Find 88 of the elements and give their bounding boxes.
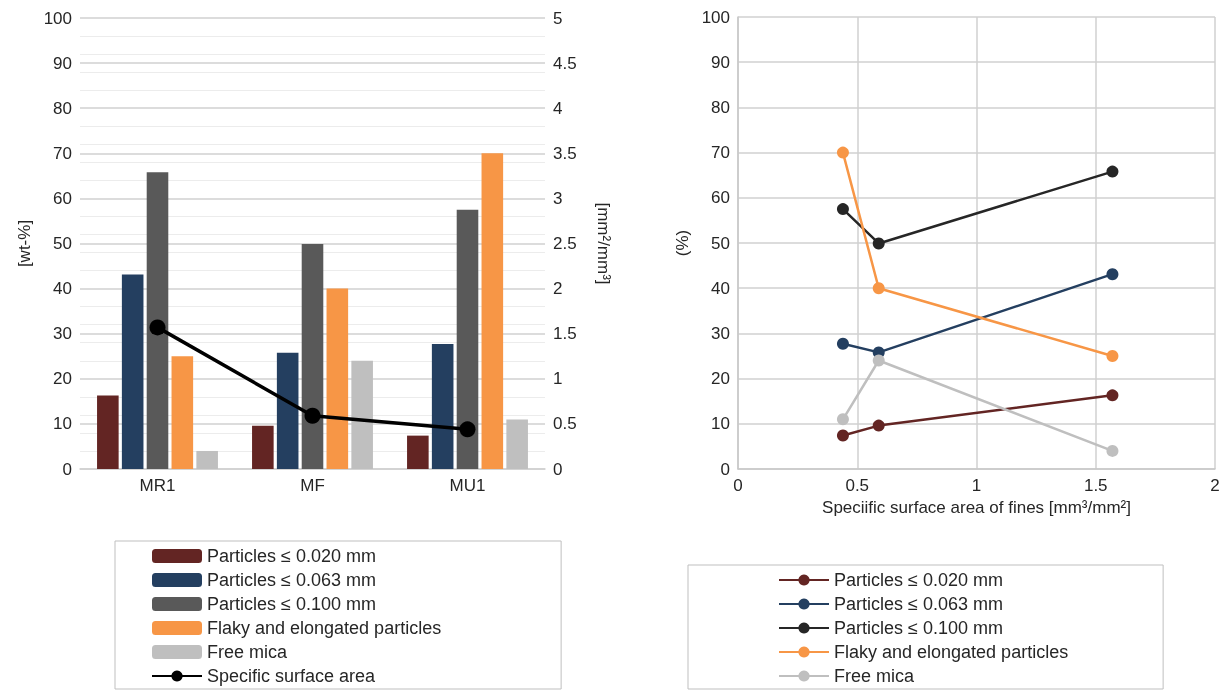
point xyxy=(872,419,885,432)
bar xyxy=(146,172,169,469)
point xyxy=(1106,268,1119,281)
y2-tick-label: 3.5 xyxy=(553,143,577,163)
bar xyxy=(407,435,429,469)
point xyxy=(1106,389,1119,402)
bar xyxy=(252,425,274,469)
y2-tick-label: 3 xyxy=(553,188,563,208)
bar xyxy=(456,209,479,469)
x-tick-label: 0 xyxy=(733,476,743,495)
bar xyxy=(351,360,373,469)
bar xyxy=(481,153,504,469)
y-tick-label: 100 xyxy=(43,8,72,28)
x-axis-title: Speciific surface area of fines [mm³/mm²] xyxy=(822,498,1131,517)
point xyxy=(149,319,166,336)
bar xyxy=(171,356,194,469)
point xyxy=(836,429,849,442)
y-tick-label: 0 xyxy=(62,459,72,479)
y-tick-label: 30 xyxy=(53,324,72,344)
y-tick-label: 40 xyxy=(711,278,730,298)
legend-label: Particles ≤ 0.063 mm xyxy=(207,570,376,590)
y2-axis-title: [mm²/mm³] xyxy=(594,202,613,285)
point xyxy=(1106,444,1119,457)
y2-tick-label: 1.5 xyxy=(553,324,577,344)
y2-tick-label: 5 xyxy=(553,8,563,28)
legend-label: Flaky and elongated particles xyxy=(207,618,442,638)
point xyxy=(836,203,849,216)
point xyxy=(836,146,849,159)
point xyxy=(304,407,321,424)
bar xyxy=(301,243,324,469)
x-tick-label: 0.5 xyxy=(845,476,870,495)
bar xyxy=(121,274,144,469)
legend-label: Specific surface area xyxy=(207,666,377,686)
point xyxy=(872,282,885,295)
point xyxy=(1106,165,1119,178)
bar xyxy=(506,419,528,469)
y-axis-title: (%) xyxy=(672,229,692,257)
legend-label: Particles ≤ 0.100 mm xyxy=(834,618,1003,638)
legend-label: Free mica xyxy=(207,642,288,662)
y-tick-label: 60 xyxy=(53,188,72,208)
y-tick-label: 10 xyxy=(711,414,730,434)
legend-label: Free mica xyxy=(834,666,915,686)
bar xyxy=(431,344,454,469)
legend-label: Particles ≤ 0.063 mm xyxy=(834,594,1003,614)
y-tick-label: 0 xyxy=(720,459,730,479)
y-tick-label: 70 xyxy=(53,143,72,163)
x-tick-label: 1.5 xyxy=(1083,476,1108,495)
legend-label: Flaky and elongated particles xyxy=(834,642,1069,662)
point xyxy=(872,354,885,367)
bar xyxy=(196,450,218,469)
point xyxy=(459,421,476,438)
y-tick-label: 40 xyxy=(53,279,72,299)
point xyxy=(836,337,849,350)
x-tick-label: 1 xyxy=(971,476,982,495)
y-tick-label: 80 xyxy=(711,97,730,117)
y-tick-label: 10 xyxy=(53,414,72,434)
y-tick-label: 20 xyxy=(53,369,72,389)
y-tick-label: 100 xyxy=(701,7,730,27)
x-tick-label: MR1 xyxy=(139,476,176,495)
y-tick-label: 90 xyxy=(711,52,730,72)
x-tick-label: MF xyxy=(300,476,325,495)
y-tick-label: 50 xyxy=(711,233,730,253)
point xyxy=(836,413,849,426)
point xyxy=(1106,350,1119,362)
x-tick-label: MU1 xyxy=(449,476,486,495)
y-tick-label: 60 xyxy=(711,188,730,208)
y2-tick-label: 4.5 xyxy=(553,53,577,73)
y-tick-label: 50 xyxy=(53,234,72,253)
legend-label: Particles ≤ 0.100 mm xyxy=(207,594,376,614)
y2-tick-label: 2 xyxy=(553,279,563,299)
legend-label: Particles ≤ 0.020 mm xyxy=(207,546,376,566)
bar xyxy=(97,395,119,469)
point xyxy=(872,237,885,250)
y2-tick-label: 4 xyxy=(553,98,563,118)
y-tick-label: 90 xyxy=(53,53,72,73)
y2-tick-label: 1 xyxy=(553,369,563,389)
y2-tick-label: 2.5 xyxy=(553,234,577,253)
y-tick-label: 80 xyxy=(53,98,72,118)
y-tick-label: 20 xyxy=(711,369,730,389)
y2-tick-label: 0.5 xyxy=(553,414,577,434)
y-tick-label: 30 xyxy=(711,323,730,343)
bar xyxy=(326,288,349,469)
y-axis-title: [wt-%] xyxy=(14,219,34,268)
y-tick-label: 70 xyxy=(711,143,730,163)
legend-label: Particles ≤ 0.020 mm xyxy=(834,570,1003,590)
x-tick-label: 2 xyxy=(1210,476,1220,495)
y2-tick-label: 0 xyxy=(553,459,563,479)
bar xyxy=(276,352,299,469)
